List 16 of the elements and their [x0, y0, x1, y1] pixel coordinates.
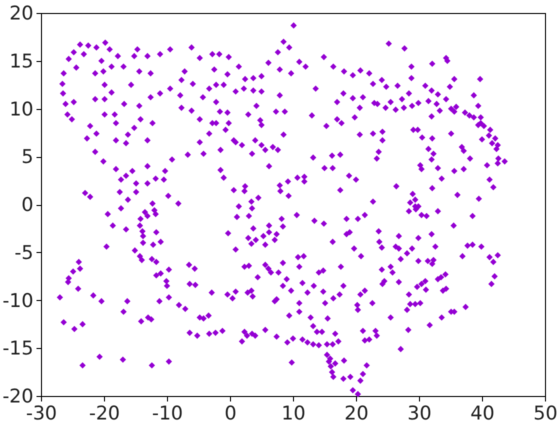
x-tick-label: 10 — [281, 402, 306, 424]
x-tick-label: 30 — [407, 402, 432, 424]
y-tick-label: -10 — [2, 290, 34, 312]
x-tick-label: 0 — [224, 402, 237, 424]
y-tick-label: 5 — [21, 146, 34, 168]
x-tick-label: -10 — [152, 402, 184, 424]
x-tick-label: -20 — [88, 402, 120, 424]
x-tick-label: 20 — [344, 402, 369, 424]
x-tick-label: 40 — [470, 402, 495, 424]
y-tick-label: 0 — [21, 194, 34, 216]
y-tick-label: 10 — [9, 98, 34, 120]
x-tick-label: 50 — [533, 402, 558, 424]
y-tick-label: -5 — [14, 242, 34, 264]
y-tick-label: 20 — [9, 2, 34, 24]
y-tick-label: -15 — [2, 338, 34, 360]
y-tick-label: 15 — [9, 50, 34, 72]
